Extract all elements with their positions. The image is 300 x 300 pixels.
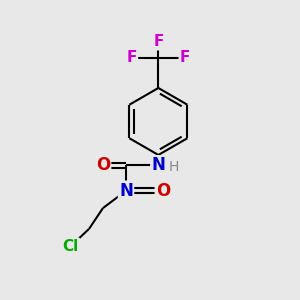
Text: F: F (127, 50, 137, 65)
Text: N: N (152, 156, 165, 174)
Text: N: N (119, 182, 133, 200)
Text: H: H (168, 160, 178, 173)
Text: F: F (180, 50, 190, 65)
Text: Cl: Cl (62, 239, 79, 254)
Text: O: O (96, 156, 110, 174)
Text: O: O (156, 182, 170, 200)
Text: F: F (153, 34, 164, 49)
